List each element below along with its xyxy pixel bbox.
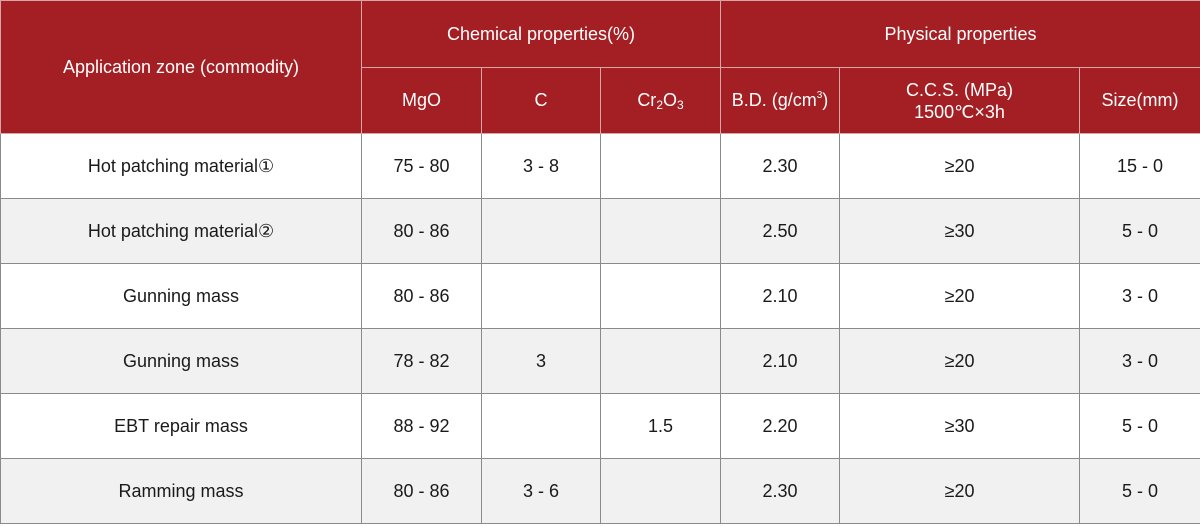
ccs-cell: ≥20 [839, 458, 1081, 524]
mgo-cell: 80 - 86 [361, 198, 482, 264]
table-row: EBT repair mass 88 - 92 1.5 2.20 ≥30 5 -… [0, 393, 1200, 459]
bd-cell: 2.10 [720, 263, 841, 329]
size-cell: 5 - 0 [1079, 393, 1200, 459]
size-cell: 5 - 0 [1079, 198, 1200, 264]
zone-cell: Gunning mass [0, 263, 362, 329]
c-cell: 3 - 8 [481, 133, 601, 199]
cr2o3-cell [599, 133, 722, 199]
ccs-cell: ≥20 [839, 328, 1081, 394]
mgo-cell: 75 - 80 [361, 133, 482, 199]
size-cell: 15 - 0 [1079, 133, 1200, 199]
bd-superscript: 3 [816, 90, 823, 101]
c-cell: 3 - 6 [481, 458, 601, 524]
size-header: Size(mm) [1079, 67, 1200, 134]
bd-cell: 2.20 [720, 393, 841, 459]
c-header: C [481, 67, 601, 134]
table-row: Ramming mass 80 - 86 3 - 6 2.30 ≥20 5 - … [0, 458, 1200, 524]
table-row: Gunning mass 80 - 86 2.10 ≥20 3 - 0 [0, 263, 1200, 329]
cr2o3-cell [599, 198, 722, 264]
application-zone-header: Application zone (commodity) [0, 0, 362, 134]
ccs-cell: ≥30 [839, 198, 1081, 264]
cr2o3-cell [599, 328, 722, 394]
chemical-properties-header: Chemical properties(%) [360, 0, 722, 68]
cr2o3-cell [599, 458, 722, 524]
zone-cell: Ramming mass [0, 458, 362, 524]
zone-cell: Hot patching material② [0, 198, 362, 264]
header-row-columns: MgO C Cr2O3 B.D. (g/cm3) C.C.S. (MPa) 150… [1, 67, 1200, 134]
cr2o3-cell: 1.5 [599, 393, 722, 459]
bd-cell: 2.50 [720, 198, 841, 264]
ccs-header: C.C.S. (MPa) 1500℃×3h [839, 67, 1081, 134]
header-row-groups: Application zone (commodity) Chemical pr… [0, 0, 1200, 134]
mgo-cell: 80 - 86 [361, 458, 482, 524]
ccs-cell: ≥20 [839, 263, 1081, 329]
size-cell: 5 - 0 [1079, 458, 1200, 524]
cr2o3-cr: Cr [637, 89, 657, 110]
zone-cell: EBT repair mass [0, 393, 362, 459]
ccs-cell: ≥20 [839, 133, 1081, 199]
c-cell [481, 263, 601, 329]
ccs-line-1: C.C.S. (MPa) [906, 79, 1014, 100]
table-body: Hot patching material① 75 - 80 3 - 8 2.3… [0, 133, 1200, 524]
bd-prefix: B.D. (g/cm [731, 90, 817, 110]
bulk-density-header: B.D. (g/cm3) [720, 67, 841, 134]
bd-suffix: ) [822, 90, 829, 110]
table-row: Hot patching material② 80 - 86 2.50 ≥30 … [0, 198, 1200, 264]
cr2o3-header: Cr2O3 [599, 67, 722, 134]
cr2o3-o: O [663, 89, 678, 110]
zone-cell: Hot patching material① [0, 133, 362, 199]
table-row: Hot patching material① 75 - 80 3 - 8 2.3… [0, 133, 1200, 199]
mgo-cell: 80 - 86 [361, 263, 482, 329]
zone-cell: Gunning mass [0, 328, 362, 394]
physical-properties-header: Physical properties [720, 0, 1200, 68]
mgo-header: MgO [361, 67, 482, 134]
bd-cell: 2.30 [720, 458, 841, 524]
bd-cell: 2.10 [720, 328, 841, 394]
c-cell [481, 393, 601, 459]
cr2o3-sub-2: 2 [656, 97, 663, 112]
table-header: Application zone (commodity) Chemical pr… [0, 0, 1200, 134]
cr2o3-cell [599, 263, 722, 329]
size-cell: 3 - 0 [1079, 263, 1200, 329]
c-cell: 3 [481, 328, 601, 394]
c-cell [481, 198, 601, 264]
ccs-cell: ≥30 [839, 393, 1081, 459]
bd-cell: 2.30 [720, 133, 841, 199]
ccs-line-2: 1500℃×3h [914, 101, 1005, 122]
mgo-cell: 78 - 82 [361, 328, 482, 394]
table-row: Gunning mass 78 - 82 3 2.10 ≥20 3 - 0 [0, 328, 1200, 394]
cr2o3-sub-3: 3 [677, 97, 684, 112]
size-cell: 3 - 0 [1079, 328, 1200, 394]
mgo-cell: 88 - 92 [361, 393, 482, 459]
